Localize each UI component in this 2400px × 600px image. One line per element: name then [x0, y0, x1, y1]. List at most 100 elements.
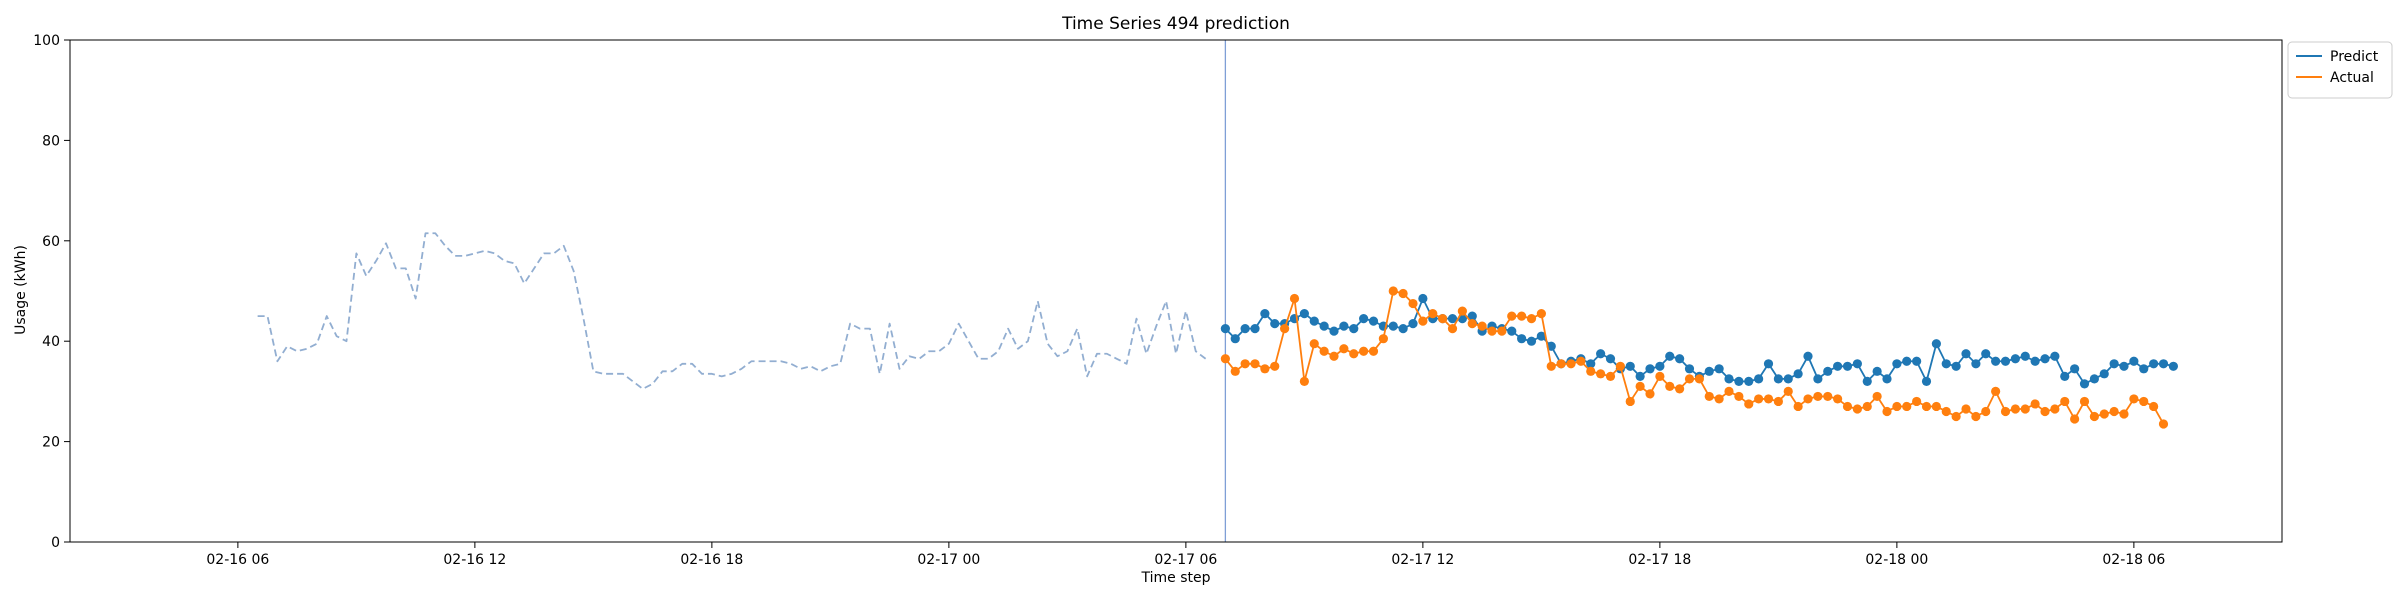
actual-point [1724, 386, 1734, 396]
predict-point [1359, 314, 1369, 324]
legend-label-actual: Actual [2330, 70, 2374, 86]
actual-point [2099, 409, 2109, 419]
predict-point [1921, 376, 1932, 386]
actual-point [1872, 391, 1882, 402]
chart-title: Time Series 494 prediction [1061, 14, 1290, 34]
predict-point [1931, 339, 1941, 349]
predict-point [1665, 351, 1675, 361]
actual-point [1882, 406, 1892, 417]
actual-point [1546, 361, 1556, 371]
predict-point [1763, 359, 1774, 369]
legend-label-predict: Predict [2330, 49, 2379, 65]
predict-point [2040, 354, 2050, 364]
actual-point [2040, 406, 2050, 417]
x-tick-label: 02-18 06 [2102, 552, 2165, 568]
actual-point [1497, 326, 1507, 336]
x-tick-label: 02-17 06 [1154, 552, 1217, 568]
predict-point [1260, 308, 1270, 319]
predict-point [1882, 374, 1892, 384]
actual-point [1961, 404, 1971, 414]
predict-point [1467, 311, 1477, 321]
actual-point [2109, 406, 2119, 417]
actual-point [2010, 404, 2020, 414]
actual-point [1240, 359, 1250, 369]
predict-point [2070, 364, 2080, 374]
actual-point [1566, 359, 1576, 369]
actual-point [1991, 386, 2001, 396]
plot-frame [69, 39, 2283, 543]
actual-point [1625, 396, 1635, 407]
predict-point [1675, 354, 1685, 364]
predict-point [1734, 376, 1744, 386]
predict-point [1793, 369, 1803, 379]
predict-point [1546, 341, 1556, 351]
actual-point [1862, 401, 1872, 412]
actual-point [1675, 384, 1685, 394]
actual-point [2129, 394, 2139, 404]
actual-point [1655, 371, 1665, 381]
actual-point [2139, 396, 2149, 407]
predict-point [1783, 374, 1793, 384]
predict-point [1813, 374, 1823, 384]
actual-point [1833, 394, 1843, 404]
actual-point [1378, 334, 1388, 344]
y-tick-label: 60 [42, 234, 60, 250]
actual-point [1912, 396, 1922, 407]
actual-point [1605, 371, 1616, 381]
actual-point [1921, 401, 1932, 412]
actual-point [1852, 404, 1862, 414]
predict-point [1605, 354, 1616, 364]
predict-point [1526, 336, 1537, 346]
actual-point [1329, 351, 1339, 361]
actual-point [1971, 411, 1981, 422]
predict-point [1951, 361, 1961, 371]
actual-point [1556, 359, 1566, 369]
actual-point [1823, 391, 1833, 402]
actual-point [2070, 414, 2080, 424]
actual-point [1319, 346, 1329, 356]
actual-point [1280, 324, 1290, 334]
predict-point [1408, 319, 1418, 329]
predict-point [1645, 364, 1655, 374]
predict-point [2099, 369, 2109, 379]
actual-point [2158, 419, 2169, 429]
x-axis: 02-16 06 02-16 12 02-16 18 02-17 00 02-17 06… [206, 542, 2165, 568]
actual-point [1398, 288, 1408, 299]
actual-point [1467, 319, 1477, 329]
y-tick-label: 100 [33, 33, 60, 49]
actual-point [2030, 399, 2040, 409]
predict-point [1270, 319, 1280, 329]
actual-point [1536, 308, 1546, 319]
actual-point [1783, 386, 1793, 396]
x-tick-label: 02-18 00 [1865, 552, 1928, 568]
actual-point [1487, 326, 1497, 336]
actual-point [1230, 366, 1240, 376]
actual-point [1507, 311, 1517, 321]
predict-point [1872, 366, 1882, 376]
actual-point [1526, 314, 1537, 324]
predict-point [1704, 366, 1714, 376]
actual-point [1299, 376, 1309, 386]
predict-point [1220, 324, 1230, 334]
predict-point [1902, 356, 1912, 366]
predict-point [2000, 356, 2011, 366]
actual-point [1457, 306, 1467, 316]
actual-point [2060, 396, 2070, 407]
actual-point [1941, 406, 1951, 417]
predict-point [1862, 376, 1872, 386]
predict-point [1507, 326, 1517, 336]
predict-point [1981, 349, 1991, 359]
predict-point [1941, 359, 1951, 369]
actual-point [1596, 369, 1606, 379]
predict-point [2089, 374, 2099, 384]
predict-point [1892, 359, 1902, 369]
actual-point [1576, 356, 1586, 366]
actual-point [1694, 374, 1704, 384]
actual-point [1645, 389, 1655, 399]
actual-point [1892, 401, 1902, 412]
predict-point [2139, 364, 2149, 374]
predict-point [2149, 359, 2159, 369]
actual-point [1388, 286, 1398, 296]
